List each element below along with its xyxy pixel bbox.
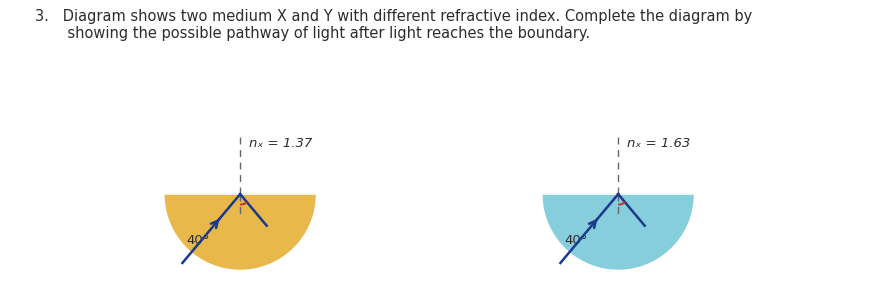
Text: nₓ = 1.37: nₓ = 1.37: [249, 137, 313, 150]
Polygon shape: [543, 194, 693, 269]
Text: 40°: 40°: [564, 234, 587, 247]
Polygon shape: [165, 194, 315, 269]
Text: nₓ = 1.63: nₓ = 1.63: [627, 137, 691, 150]
Text: 40°: 40°: [186, 234, 209, 247]
Text: 3.   Diagram shows two medium X and Y with different refractive index. Complete : 3. Diagram shows two medium X and Y with…: [35, 9, 752, 41]
